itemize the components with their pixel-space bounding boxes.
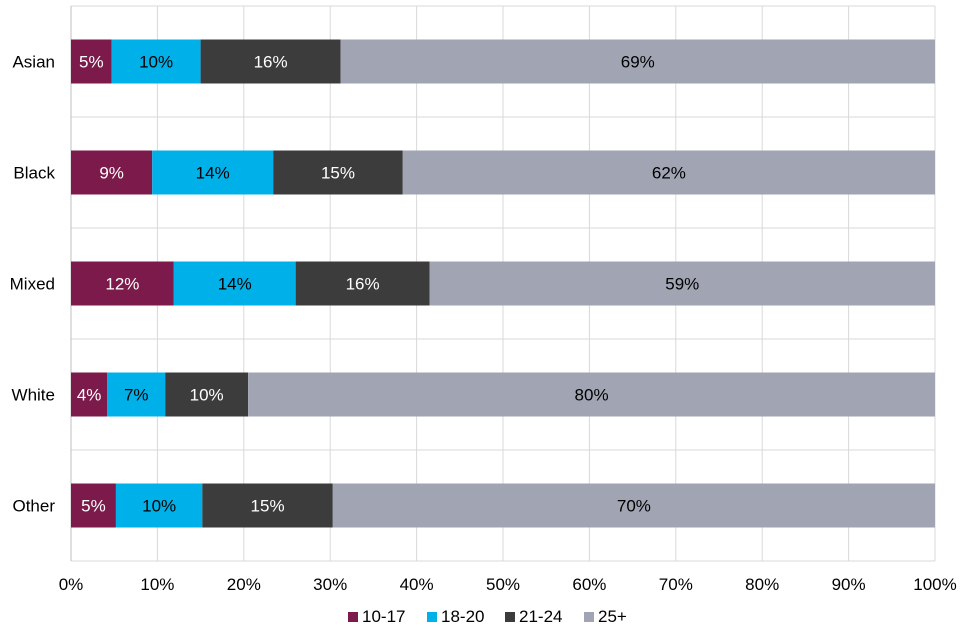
bar-18-20-black bbox=[152, 150, 274, 195]
x-tick-label: 30% bbox=[313, 575, 347, 594]
bar-25+-black bbox=[402, 150, 935, 195]
bar-25+-other bbox=[332, 483, 935, 528]
data-label: 12% bbox=[105, 275, 139, 294]
data-label: 10% bbox=[142, 497, 176, 516]
bar-18-20-other bbox=[115, 483, 203, 528]
data-label: 15% bbox=[321, 164, 355, 183]
bar-10-17-mixed bbox=[71, 261, 174, 306]
legend-label: 25+ bbox=[598, 607, 627, 626]
data-label: 70% bbox=[617, 497, 651, 516]
bar-18-20-white bbox=[107, 372, 166, 417]
data-label: 16% bbox=[254, 53, 288, 72]
x-tick-label: 50% bbox=[486, 575, 520, 594]
data-label: 80% bbox=[575, 386, 609, 405]
data-label: 4% bbox=[77, 386, 102, 405]
legend-swatch bbox=[584, 612, 594, 622]
legend-label: 21-24 bbox=[519, 607, 562, 626]
bar-21-24-white bbox=[165, 372, 249, 417]
bar-25+-white bbox=[248, 372, 935, 417]
legend-swatch bbox=[427, 612, 437, 622]
bars: 5% 10% 16% 69% 9% 14% 15% 62% 12% 14% 16% 59% 4% 7% 10… bbox=[71, 39, 935, 528]
legend: 10-17 18-20 21-24 25+ bbox=[348, 607, 627, 626]
category-label: Other bbox=[12, 497, 55, 516]
x-tick-label: 10% bbox=[140, 575, 174, 594]
data-label: 5% bbox=[81, 497, 106, 516]
bar-25+-asian bbox=[340, 39, 935, 84]
data-label: 15% bbox=[251, 497, 285, 516]
bar-21-24-mixed bbox=[295, 261, 430, 306]
legend-label: 18-20 bbox=[441, 607, 484, 626]
data-label: 7% bbox=[124, 386, 149, 405]
data-label: 9% bbox=[99, 164, 124, 183]
x-tick-label: 80% bbox=[745, 575, 779, 594]
bar-21-24-other bbox=[202, 483, 333, 528]
bar-10-17-asian bbox=[71, 39, 112, 84]
x-tick-label: 70% bbox=[659, 575, 693, 594]
data-label: 5% bbox=[79, 53, 104, 72]
data-label: 14% bbox=[196, 164, 230, 183]
category-label: Mixed bbox=[10, 275, 55, 294]
bar-10-17-other bbox=[71, 483, 116, 528]
legend-swatch bbox=[348, 612, 358, 622]
bar-18-20-mixed bbox=[173, 261, 296, 306]
bar-10-17-black bbox=[71, 150, 153, 195]
x-tick-label: 40% bbox=[400, 575, 434, 594]
data-label: 62% bbox=[652, 164, 686, 183]
category-label: White bbox=[12, 386, 55, 405]
legend-swatch bbox=[505, 612, 515, 622]
legend-label: 10-17 bbox=[362, 607, 405, 626]
data-label: 59% bbox=[665, 275, 699, 294]
x-tick-label: 90% bbox=[832, 575, 866, 594]
x-tick-label: 20% bbox=[227, 575, 261, 594]
x-tick-label: 100% bbox=[913, 575, 956, 594]
category-label: Black bbox=[13, 164, 55, 183]
bar-25+-mixed bbox=[429, 261, 935, 306]
category-labels: Asian Black Mixed White Other bbox=[10, 53, 56, 516]
data-label: 16% bbox=[346, 275, 380, 294]
x-tick-label: 60% bbox=[572, 575, 606, 594]
data-label: 10% bbox=[139, 53, 173, 72]
data-label: 14% bbox=[218, 275, 252, 294]
category-label: Asian bbox=[12, 53, 55, 72]
x-axis-ticks: 0% 10% 20% 30% 40% 50% 60% 70% 80% 90% 100% bbox=[59, 575, 957, 594]
bar-21-24-asian bbox=[200, 39, 341, 84]
bar-10-17-white bbox=[71, 372, 108, 417]
x-tick-label: 0% bbox=[59, 575, 84, 594]
data-label: 10% bbox=[190, 386, 224, 405]
bar-21-24-black bbox=[273, 150, 403, 195]
bar-18-20-asian bbox=[111, 39, 201, 84]
data-label: 69% bbox=[621, 53, 655, 72]
